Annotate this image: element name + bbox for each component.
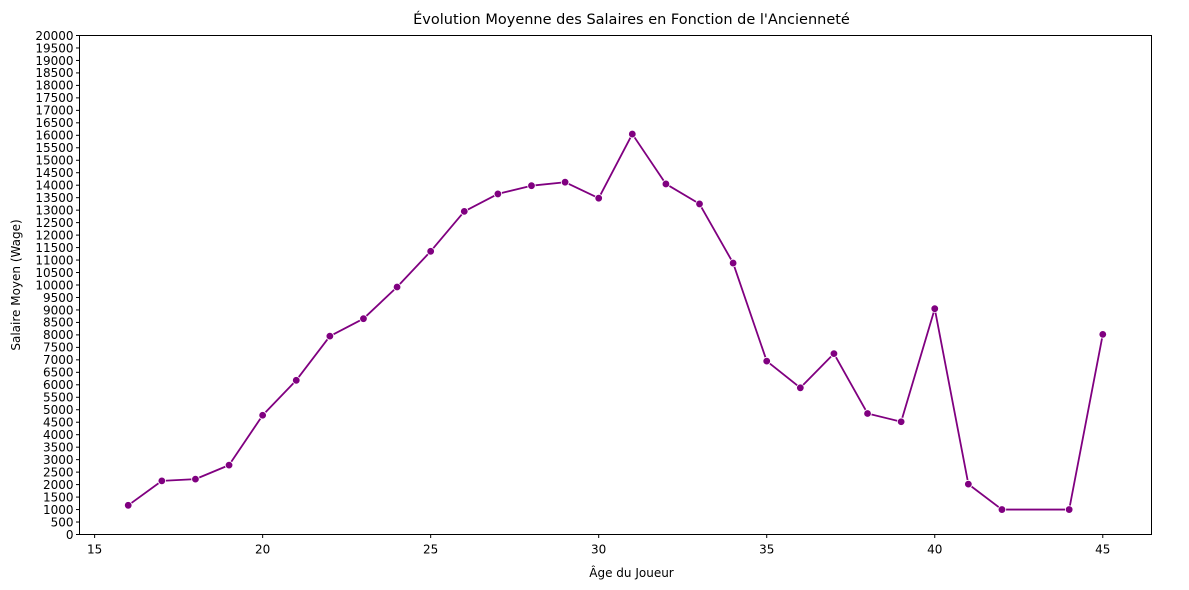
y-tick-label: 18000 bbox=[35, 79, 73, 93]
y-tick-label: 8500 bbox=[43, 316, 74, 330]
data-point bbox=[493, 189, 503, 199]
x-tick-label: 30 bbox=[591, 543, 606, 557]
y-tick-label: 20000 bbox=[35, 29, 73, 43]
y-tick-label: 18500 bbox=[35, 66, 73, 80]
data-point bbox=[325, 331, 335, 341]
y-tick-label: 12500 bbox=[35, 216, 73, 230]
y-tick-label: 11000 bbox=[35, 253, 73, 267]
x-tick-label: 25 bbox=[423, 543, 438, 557]
y-tick-label: 15000 bbox=[35, 154, 73, 168]
y-tick-label: 17000 bbox=[35, 104, 73, 118]
y-tick-label: 2000 bbox=[43, 478, 74, 492]
x-tick-label: 35 bbox=[759, 543, 774, 557]
data-point bbox=[1098, 330, 1107, 339]
chart-title: Évolution Moyenne des Salaires en Foncti… bbox=[413, 11, 850, 28]
y-tick-label: 16500 bbox=[35, 116, 73, 130]
y-tick-label: 1500 bbox=[43, 490, 74, 504]
y-tick-label: 12000 bbox=[35, 228, 73, 242]
x-axis-ticks: 15 20 25 30 35 40 45 bbox=[87, 534, 1110, 557]
x-tick-label: 15 bbox=[87, 543, 102, 557]
data-point bbox=[896, 417, 906, 426]
data-point bbox=[1064, 505, 1074, 514]
y-tick-label: 2500 bbox=[43, 465, 74, 479]
y-tick-label: 500 bbox=[51, 515, 74, 529]
series-line bbox=[127, 133, 1104, 511]
plot-frame bbox=[79, 35, 1152, 535]
y-tick-label: 5000 bbox=[43, 403, 74, 417]
data-point bbox=[460, 207, 469, 216]
data-point bbox=[796, 383, 805, 392]
y-tick-label: 0 bbox=[66, 528, 74, 542]
y-tick-label: 3000 bbox=[43, 453, 74, 467]
y-tick-label: 10000 bbox=[35, 278, 73, 292]
data-point bbox=[964, 479, 973, 489]
data-point bbox=[863, 409, 872, 418]
y-tick-label: 14000 bbox=[35, 179, 73, 193]
x-tick-label: 45 bbox=[1095, 543, 1110, 557]
data-point bbox=[829, 349, 839, 358]
data-point bbox=[560, 178, 570, 187]
data-point bbox=[762, 356, 771, 366]
x-axis-title: Âge du Joueur bbox=[589, 565, 674, 580]
y-axis-title: Salaire Moyen (Wage) bbox=[9, 219, 23, 350]
data-point bbox=[426, 247, 435, 256]
data-point bbox=[191, 474, 200, 484]
y-axis-ticks: 0500100015002000250030003500400045005000… bbox=[35, 29, 80, 542]
data-point bbox=[392, 282, 402, 292]
data-point bbox=[224, 460, 234, 470]
data-point bbox=[527, 181, 536, 190]
y-tick-label: 19500 bbox=[35, 41, 73, 55]
data-point bbox=[997, 505, 1007, 514]
y-tick-label: 8000 bbox=[43, 328, 74, 342]
y-tick-label: 5500 bbox=[43, 391, 74, 405]
y-tick-label: 9000 bbox=[43, 303, 74, 317]
data-point bbox=[292, 376, 301, 385]
y-tick-label: 7000 bbox=[43, 353, 74, 367]
y-tick-label: 4500 bbox=[43, 416, 74, 430]
y-tick-label: 17500 bbox=[35, 91, 73, 105]
x-tick-label: 40 bbox=[927, 543, 942, 557]
data-point bbox=[594, 193, 603, 203]
y-tick-label: 1000 bbox=[43, 503, 74, 517]
y-tick-label: 13500 bbox=[35, 191, 73, 205]
data-point bbox=[258, 411, 267, 420]
data-point bbox=[628, 129, 637, 139]
y-tick-label: 11500 bbox=[35, 241, 73, 255]
data-point bbox=[930, 304, 939, 313]
y-tick-label: 9500 bbox=[43, 291, 74, 305]
y-tick-label: 3500 bbox=[43, 440, 74, 454]
y-tick-label: 19000 bbox=[35, 54, 73, 68]
x-tick-label: 20 bbox=[255, 543, 270, 557]
data-point bbox=[157, 476, 167, 486]
data-point bbox=[695, 199, 704, 209]
data-point bbox=[359, 314, 368, 323]
y-tick-label: 10500 bbox=[35, 266, 73, 280]
y-tick-label: 7500 bbox=[43, 341, 74, 355]
y-tick-label: 6500 bbox=[43, 366, 74, 380]
y-tick-label: 6000 bbox=[43, 378, 74, 392]
y-tick-label: 15500 bbox=[35, 141, 73, 155]
y-tick-label: 4000 bbox=[43, 428, 74, 442]
series-layer bbox=[124, 129, 1107, 514]
data-point bbox=[661, 179, 671, 189]
data-point bbox=[728, 258, 738, 268]
y-tick-label: 14500 bbox=[35, 166, 73, 180]
data-point bbox=[124, 501, 133, 510]
y-tick-label: 16000 bbox=[35, 129, 73, 143]
y-tick-label: 13000 bbox=[35, 203, 73, 217]
